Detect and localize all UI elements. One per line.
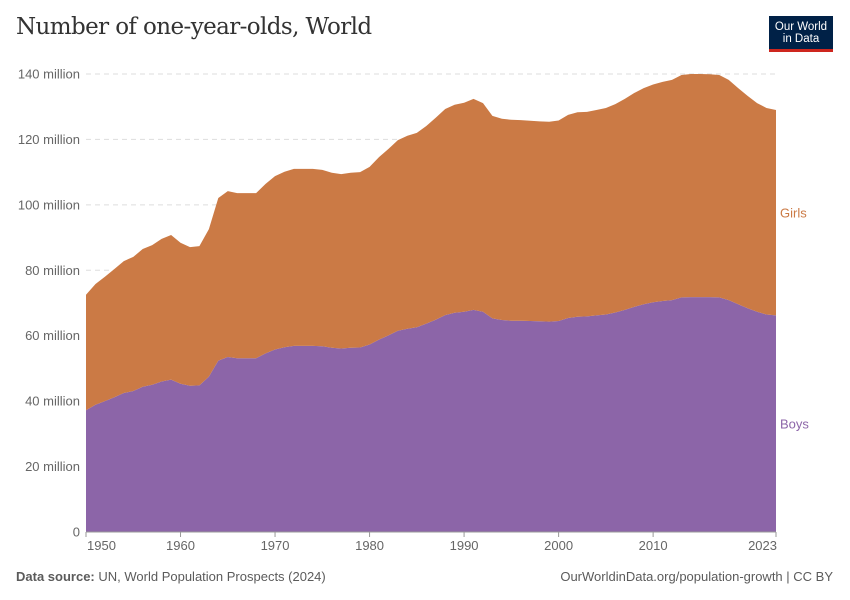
x-tick-label: 2000 bbox=[544, 538, 573, 553]
area-chart: 0 20 million 40 million 60 million 80 millio… bbox=[18, 67, 810, 554]
y-tick-label: 100 million bbox=[18, 197, 80, 212]
footer-link[interactable]: OurWorldinData.org/population-growth | C… bbox=[560, 569, 833, 584]
x-tick-label: 2010 bbox=[639, 538, 668, 553]
y-tick-label: 20 million bbox=[25, 459, 80, 474]
source-label: Data source: bbox=[16, 569, 95, 584]
x-tick-label: 1980 bbox=[355, 538, 384, 553]
y-tick-label: 0 bbox=[73, 525, 80, 540]
chart-title: Number of one-year-olds, World bbox=[16, 14, 372, 40]
girls-series-label: Girls bbox=[780, 206, 807, 221]
x-tick-label: 1990 bbox=[450, 538, 479, 553]
boys-series-label: Boys bbox=[780, 417, 809, 432]
y-tick-label: 40 million bbox=[25, 394, 80, 409]
girls-area bbox=[86, 74, 776, 411]
y-tick-label: 140 million bbox=[18, 67, 80, 82]
logo-line-1: Our World bbox=[774, 20, 828, 33]
footer-source: Data source: UN, World Population Prospe… bbox=[16, 569, 326, 584]
logo-line-2: in Data bbox=[782, 32, 820, 45]
boys-area bbox=[86, 297, 776, 532]
y-tick-label: 120 million bbox=[18, 132, 80, 147]
y-tick-label: 80 million bbox=[25, 263, 80, 278]
x-tick-label: 1970 bbox=[261, 538, 290, 553]
y-tick-label: 60 million bbox=[25, 328, 80, 343]
source-text: UN, World Population Prospects (2024) bbox=[98, 569, 326, 584]
owid-logo[interactable]: Our World in Data bbox=[769, 16, 833, 52]
x-tick-label: 2023 bbox=[748, 538, 777, 553]
x-tick-label: 1960 bbox=[166, 538, 195, 553]
x-tick-label: 1950 bbox=[87, 538, 116, 553]
